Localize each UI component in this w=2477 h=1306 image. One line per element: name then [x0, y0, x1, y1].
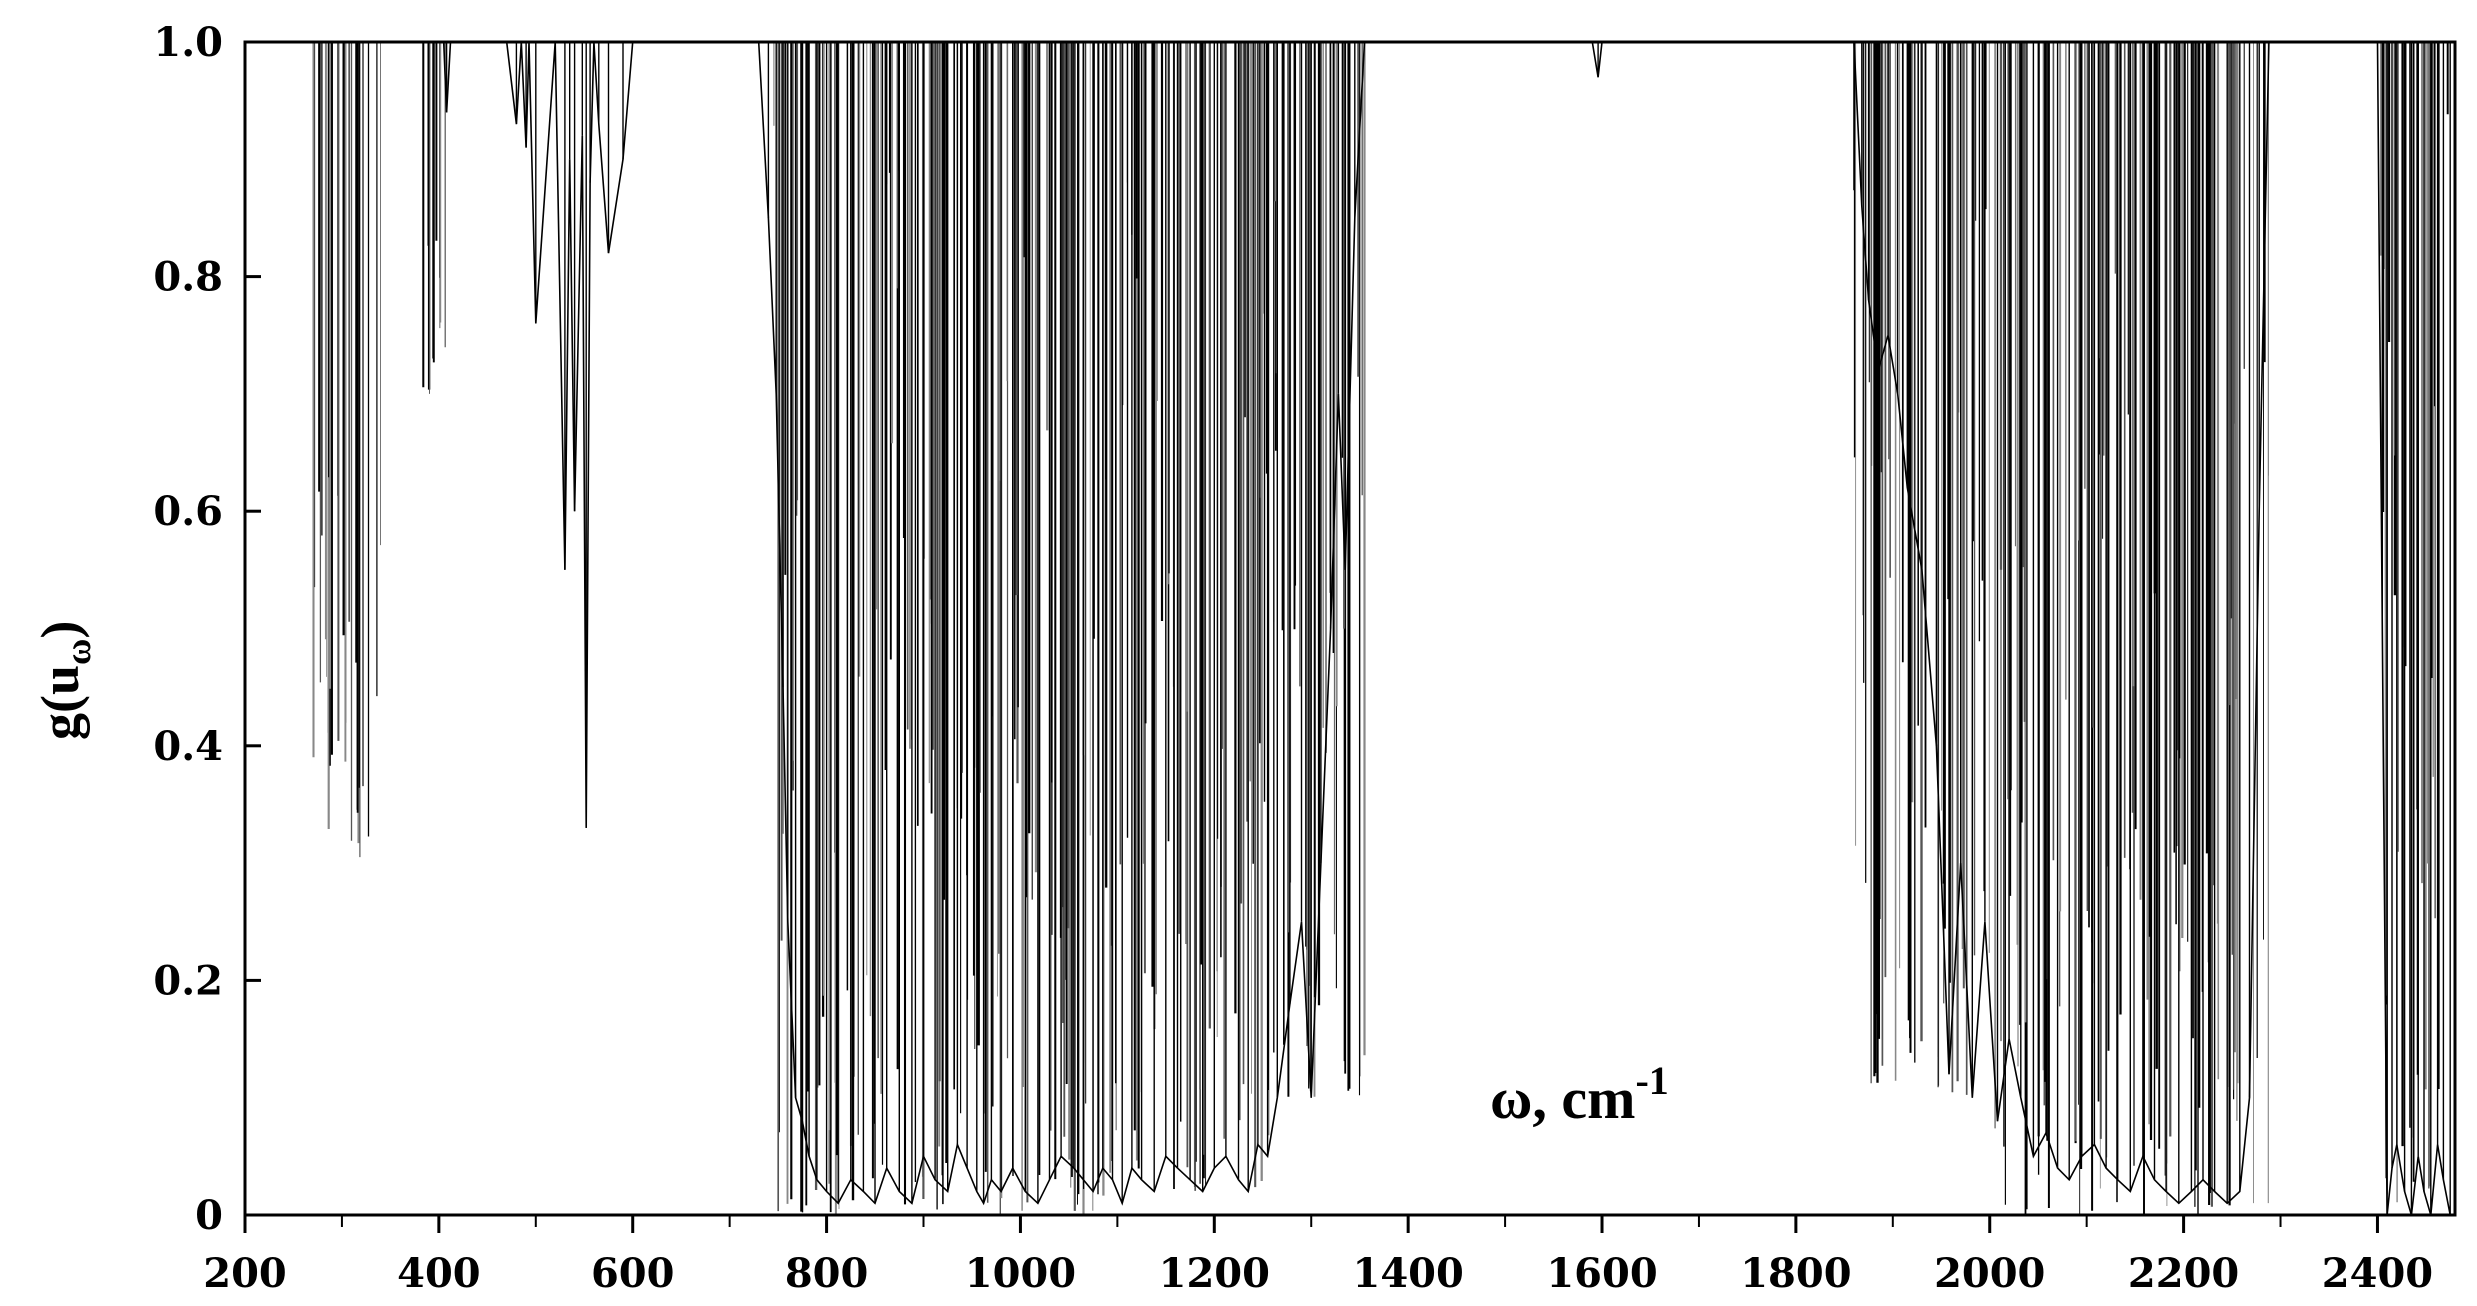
x-axis: 200 400 600 800 1000 1200 1400 1600 1800 2000 2200…	[203, 1215, 2433, 1297]
y-axis: 0 0.2 0.4 0.6 0.8 1.0	[153, 19, 261, 1239]
y-tick-label: 0.6	[153, 488, 223, 535]
x-tick-label: 800	[785, 1250, 869, 1297]
absorption-band	[2116, 42, 2269, 1215]
y-tick-label: 1.0	[153, 19, 223, 66]
absorption-band	[896, 42, 1019, 1215]
y-tick-label: 0.4	[153, 723, 223, 770]
y-axis-title-main: g(u	[30, 665, 90, 740]
y-axis-title-close: )	[30, 621, 90, 639]
x-axis-title-text: ω, cm	[1490, 1066, 1635, 1131]
x-axis-title: ω, cm-1	[1490, 1058, 1669, 1131]
x-tick-label: 2000	[1934, 1250, 2045, 1297]
plot-frame	[243, 40, 2457, 1217]
absorption-band	[1981, 42, 2116, 1215]
absorption-band	[1273, 42, 1366, 1097]
y-axis-title: g(uω)	[30, 621, 98, 740]
x-tick-label: 2200	[2128, 1250, 2239, 1297]
absorption-band	[312, 42, 381, 858]
x-tick-label: 1400	[1352, 1250, 1463, 1297]
y-tick-label: 0	[195, 1192, 223, 1239]
x-tick-label: 600	[591, 1250, 675, 1297]
x-tick-label: 1800	[1740, 1250, 1851, 1297]
x-axis-title-superscript: -1	[1635, 1058, 1668, 1103]
x-tick-label: 400	[397, 1250, 481, 1297]
x-tick-label: 1200	[1159, 1250, 1270, 1297]
y-tick-label: 0.2	[153, 957, 223, 1004]
absorption-band	[1021, 42, 1124, 1215]
x-tick-label: 1600	[1546, 1250, 1657, 1297]
absorption-band	[1126, 42, 1270, 1191]
absorption-band	[422, 42, 446, 394]
absorption-band	[1853, 42, 1981, 1095]
y-axis-title-subscript: ω	[58, 639, 98, 665]
x-tick-label: 200	[203, 1250, 287, 1297]
absorption-band	[773, 42, 894, 1215]
x-tick-label: 1000	[965, 1250, 1076, 1297]
y-tick-label: 0.8	[153, 254, 223, 301]
x-tick-label: 2400	[2322, 1250, 2433, 1297]
plot-marks	[245, 41, 2455, 1216]
